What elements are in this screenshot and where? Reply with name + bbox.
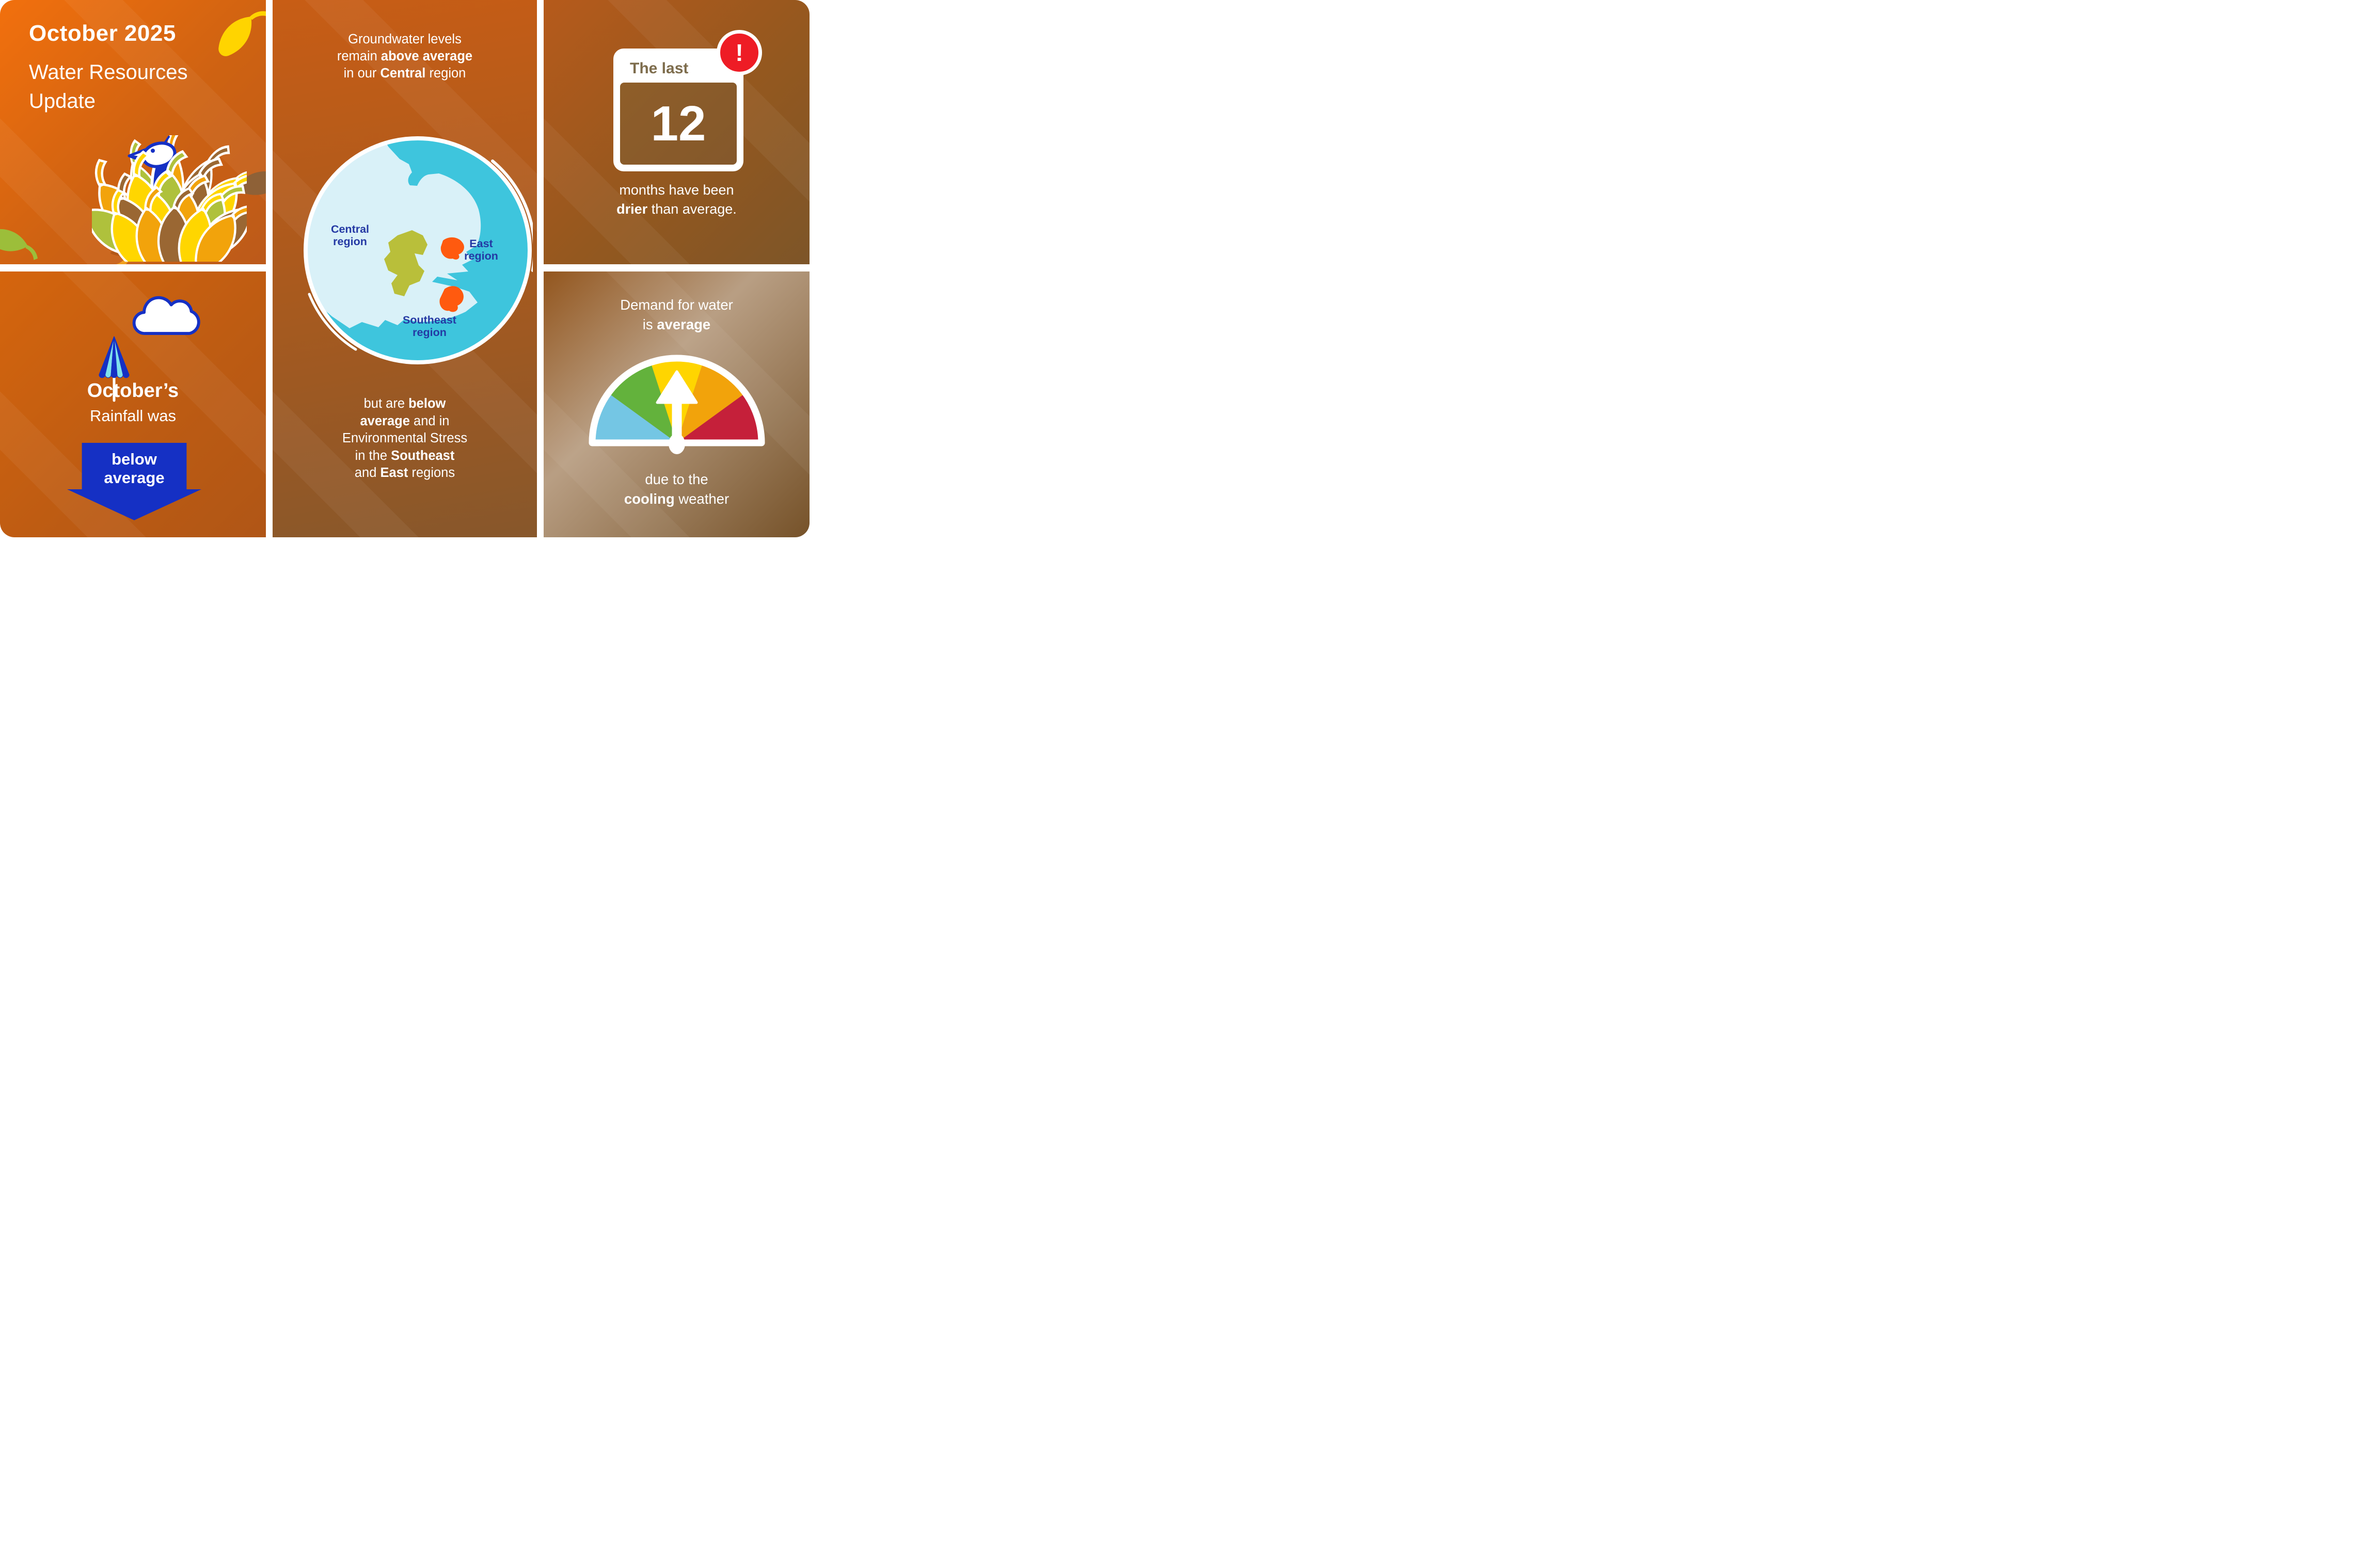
- text-run: weather: [674, 491, 730, 507]
- text-run-bold: Southeast: [391, 448, 455, 463]
- dry-line2: drier than average.: [544, 200, 810, 219]
- intro-line1: Groundwater levels: [348, 32, 462, 46]
- text-run-bold: East: [380, 466, 408, 480]
- intro-line3: in our Central region: [280, 65, 530, 82]
- exclamation-glyph: !: [735, 39, 743, 66]
- demand-gauge-icon: [589, 355, 765, 454]
- demand-heading: Demand for water is average: [544, 295, 810, 334]
- text-run-bold: average: [657, 316, 711, 332]
- duck-eye: [151, 149, 155, 153]
- demand-reason-text: due to the cooling weather: [544, 470, 810, 509]
- rainfall-heading: October’s: [87, 380, 179, 402]
- text-run-bold: drier: [616, 201, 648, 217]
- map-label-southeast: Southeast region: [384, 314, 475, 339]
- text-run: and in: [409, 413, 450, 428]
- text-run: in our: [343, 66, 381, 81]
- gauge-outline: [589, 355, 765, 446]
- duck-in-leaf-pile-illustration: [92, 135, 247, 262]
- regions-map: Central region East region Southeast reg…: [303, 135, 536, 365]
- map-label-east: East region: [440, 237, 522, 262]
- front-leaves: [92, 151, 247, 262]
- calendar-body: 12: [620, 83, 737, 165]
- text-run-bold: cooling: [624, 491, 675, 507]
- umbrella-canopy: [99, 336, 130, 378]
- groundwater-intro-text: Groundwater levels remain above average …: [273, 31, 537, 82]
- text-run-bold: average: [360, 413, 410, 428]
- outro-line5: and East regions: [280, 465, 530, 482]
- groundwater-outro-text: but are below average and in Environment…: [273, 395, 537, 482]
- below-average-label: below average: [67, 450, 201, 487]
- reason-line2: cooling weather: [544, 489, 810, 509]
- outro-line4: in the Southeast: [280, 447, 530, 465]
- dry-months-text: months have been drier than average.: [544, 181, 810, 219]
- calendar-icon: The last 12 !: [613, 30, 762, 171]
- below-average-arrow-shape: below average: [67, 443, 201, 520]
- page-subtitle: Water Resources Update: [29, 58, 188, 116]
- outro-line3: Environmental Stress: [342, 431, 468, 445]
- map-southeast-region: [439, 286, 464, 312]
- alert-badge-icon: !: [717, 30, 762, 75]
- text-run: region: [425, 66, 466, 81]
- yellow-leaf-icon: [212, 0, 266, 63]
- umbrella-icon: [99, 336, 130, 402]
- outro-line2: average and in: [280, 413, 530, 430]
- text-run: than average.: [647, 201, 737, 217]
- rainfall-subheading: Rainfall was: [89, 407, 177, 425]
- green-leaf-icon: [0, 225, 43, 261]
- map-land: [306, 138, 481, 328]
- text-run: regions: [408, 466, 455, 480]
- arrow-label-line1: below: [112, 450, 157, 468]
- regions-map-illustration: [304, 136, 536, 364]
- duck-head-tuft: [164, 136, 170, 144]
- text-run-bold: below: [408, 396, 446, 411]
- map-sketch-ring: [304, 136, 536, 364]
- dry-line1: months have been: [619, 182, 734, 198]
- map-central-region: [384, 230, 427, 296]
- text-run: but are: [363, 396, 409, 411]
- header-panel: October 2025 Water Resources Update: [0, 0, 266, 264]
- map-label-line: region: [464, 250, 498, 262]
- page-subtitle-line1: Water Resources: [29, 61, 188, 84]
- calendar-header-label: The last: [630, 60, 689, 77]
- outro-line1: but are below: [280, 395, 530, 413]
- map-label-line: Central: [330, 223, 370, 235]
- water-resources-infographic: October 2025 Water Resources Update: [0, 0, 810, 537]
- demand-line1: Demand for water: [620, 297, 733, 313]
- arrow-label-line2: average: [104, 469, 165, 487]
- text-run: and: [354, 466, 381, 480]
- demand-line2: is average: [544, 315, 810, 334]
- calendar-number: 12: [651, 95, 706, 151]
- demand-panel: Demand for water is average due to the c…: [544, 271, 810, 537]
- map-label-line: region: [413, 326, 447, 339]
- map-label-line: region: [333, 235, 367, 248]
- map-label-line: East: [469, 237, 493, 250]
- rainfall-panel: October’s Rainfall was below average: [0, 271, 266, 537]
- text-run: in the: [355, 448, 391, 463]
- text-run-bold: Central: [380, 66, 426, 81]
- text-run: remain: [337, 49, 381, 63]
- map-label-line: Southeast: [403, 314, 456, 326]
- cloud-icon: [132, 296, 200, 335]
- reason-line1: due to the: [645, 471, 708, 487]
- map-east-region: [440, 237, 464, 260]
- page-title: October 2025: [29, 21, 176, 46]
- map-label-central: Central region: [309, 223, 391, 248]
- text-run: is: [642, 316, 657, 332]
- gauge-pivot: [669, 434, 685, 454]
- groundwater-panel: Groundwater levels remain above average …: [273, 0, 537, 537]
- text-run-bold: above average: [381, 49, 473, 63]
- gauge-segments: [592, 358, 762, 443]
- intro-line2: remain above average: [280, 48, 530, 65]
- dry-months-panel: The last 12 ! months have been drier tha…: [544, 0, 810, 264]
- page-subtitle-line2: Update: [29, 90, 96, 113]
